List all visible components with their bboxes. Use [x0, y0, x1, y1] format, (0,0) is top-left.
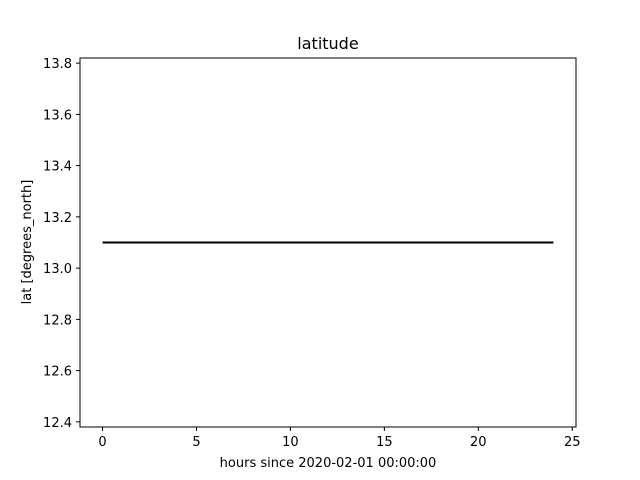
y-tick-label: 12.6	[43, 365, 72, 380]
y-tick-label: 12.4	[43, 416, 72, 431]
y-tick-label: 12.8	[43, 313, 72, 328]
y-tick-label: 13.6	[43, 108, 72, 123]
y-tick-label: 13.8	[43, 57, 72, 72]
y-tick-label: 13.4	[43, 160, 72, 175]
axes-frame	[79, 57, 577, 428]
x-axis-ticks: 0 5 10 15 20 25	[98, 427, 581, 450]
y-axis-label: lat [degrees_north]	[20, 180, 35, 305]
x-axis-label: hours since 2020-02-01 00:00:00	[220, 456, 437, 471]
x-tick-label: 0	[98, 435, 106, 450]
x-tick-label: 20	[470, 435, 487, 450]
y-tick-label: 13.2	[43, 211, 72, 226]
x-tick-label: 5	[192, 435, 200, 450]
y-axis-ticks: 12.4 12.6 12.8 13.0 13.2 13.4 13.6 13.8	[43, 57, 80, 431]
x-tick-label: 15	[376, 435, 393, 450]
x-tick-label: 10	[282, 435, 299, 450]
x-tick-label: 25	[564, 435, 581, 450]
plot-area	[79, 57, 577, 428]
y-tick-label: 13.0	[43, 262, 72, 277]
chart-title: latitude	[297, 34, 358, 53]
